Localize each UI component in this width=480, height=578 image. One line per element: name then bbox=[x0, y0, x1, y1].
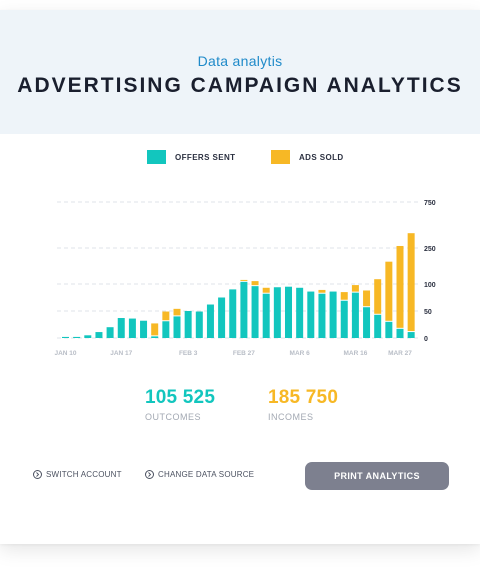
bar-ads-sold bbox=[407, 233, 415, 332]
bar-offers-sent bbox=[363, 307, 371, 338]
page-subtitle: Data analytis bbox=[197, 53, 283, 69]
bar-ads-sold bbox=[151, 323, 159, 336]
header: Data analytis ADVERTISING CAMPAIGN ANALY… bbox=[0, 10, 480, 134]
bar-offers-sent bbox=[296, 287, 304, 338]
bar-ads-sold bbox=[351, 285, 359, 292]
bar-ads-sold bbox=[385, 261, 393, 321]
x-tick-label: MAR 6 bbox=[290, 350, 311, 357]
bar-offers-sent bbox=[329, 291, 337, 338]
x-tick-label: JAN 10 bbox=[54, 350, 76, 357]
bar-offers-sent bbox=[128, 318, 136, 338]
bar-offers-sent bbox=[262, 293, 270, 338]
bar-offers-sent bbox=[251, 286, 259, 338]
x-tick-label: JAN 17 bbox=[110, 350, 132, 357]
bar-offers-sent bbox=[195, 311, 203, 338]
bar-offers-sent bbox=[106, 327, 114, 338]
bar-offers-sent bbox=[84, 335, 92, 338]
bar-offers-sent bbox=[273, 287, 281, 338]
bar-offers-sent bbox=[95, 332, 103, 338]
bar-offers-sent bbox=[151, 336, 159, 338]
bar-offers-sent bbox=[162, 321, 170, 338]
bar-offers-sent bbox=[396, 328, 404, 338]
switch-account-label: SWITCH ACCOUNT bbox=[46, 470, 122, 479]
bar-offers-sent bbox=[285, 286, 292, 338]
x-tick-label: MAR 27 bbox=[388, 350, 412, 357]
legend-item-ads-sold: ADS SOLD bbox=[271, 150, 344, 164]
change-data-source-link[interactable]: CHANGE DATA SOURCE bbox=[145, 470, 254, 479]
bar-offers-sent bbox=[374, 314, 382, 338]
bar-offers-sent bbox=[340, 300, 348, 338]
bar-ads-sold bbox=[262, 287, 270, 293]
change-data-source-label: CHANGE DATA SOURCE bbox=[158, 470, 255, 479]
x-tick-label: FEB 27 bbox=[233, 350, 255, 357]
bar-offers-sent bbox=[351, 292, 359, 338]
x-tick-label: FEB 3 bbox=[179, 350, 198, 357]
switch-account-link[interactable]: SWITCH ACCOUNT bbox=[33, 470, 122, 479]
bar-offers-sent bbox=[62, 336, 69, 338]
bar-offers-sent bbox=[73, 336, 81, 338]
bar-offers-sent bbox=[117, 318, 125, 338]
y-tick-label: 100 bbox=[424, 282, 436, 289]
bar-ads-sold bbox=[240, 279, 248, 281]
chevron-right-circle-icon bbox=[145, 470, 154, 479]
legend-swatch-ads-sold bbox=[271, 150, 290, 164]
chevron-right-circle-icon bbox=[33, 470, 42, 479]
stat-outcomes-label: OUTCOMES bbox=[145, 412, 202, 422]
bar-ads-sold bbox=[396, 245, 404, 328]
stat-incomes: 185 750 INCOMES bbox=[268, 387, 338, 422]
bar-ads-sold bbox=[162, 311, 170, 321]
y-tick-label: 50 bbox=[424, 309, 432, 316]
y-tick-label: 750 bbox=[424, 200, 436, 207]
bar-offers-sent bbox=[240, 281, 248, 338]
legend-label-offers-sent: OFFERS SENT bbox=[175, 152, 236, 162]
y-tick-label: 250 bbox=[424, 246, 436, 253]
legend-label-ads-sold: ADS SOLD bbox=[299, 152, 344, 162]
bar-offers-sent bbox=[173, 316, 181, 338]
bar-ads-sold bbox=[173, 308, 181, 316]
y-tick-label: 0 bbox=[424, 336, 428, 343]
chart-legend: OFFERS SENT ADS SOLD bbox=[0, 150, 480, 170]
bar-offers-sent bbox=[140, 320, 148, 338]
print-analytics-button[interactable]: PRINT ANALYTICS bbox=[305, 462, 449, 490]
bar-ads-sold bbox=[374, 279, 382, 314]
bar-offers-sent bbox=[318, 293, 326, 338]
bar-offers-sent bbox=[206, 304, 214, 338]
bar-offers-sent bbox=[307, 291, 315, 338]
bar-ads-sold bbox=[251, 281, 259, 286]
x-tick-label: MAR 16 bbox=[343, 350, 367, 357]
stat-incomes-value: 185 750 bbox=[268, 387, 339, 408]
stat-outcomes-value: 105 525 bbox=[145, 387, 216, 408]
bar-offers-sent bbox=[218, 297, 226, 338]
legend-item-offers-sent: OFFERS SENT bbox=[147, 150, 235, 164]
page-title: ADVERTISING CAMPAIGN ANALYTICS bbox=[17, 74, 463, 97]
stacked-bar-chart: 750 250 100 50 0 JAN 10 JAN 17 FEB 3 FEB 27 MAR 6… bbox=[54, 200, 436, 357]
bar-ads-sold bbox=[363, 290, 371, 307]
bar-ads-sold bbox=[318, 289, 326, 293]
stat-incomes-label: INCOMES bbox=[268, 412, 314, 422]
bar-offers-sent bbox=[184, 311, 192, 338]
bar-offers-sent bbox=[229, 289, 237, 338]
bar-offers-sent bbox=[407, 332, 415, 338]
stat-outcomes: 105 525 OUTCOMES bbox=[145, 387, 215, 422]
bar-offers-sent bbox=[385, 321, 393, 338]
bar-ads-sold bbox=[340, 292, 348, 300]
legend-swatch-offers-sent bbox=[147, 150, 166, 164]
